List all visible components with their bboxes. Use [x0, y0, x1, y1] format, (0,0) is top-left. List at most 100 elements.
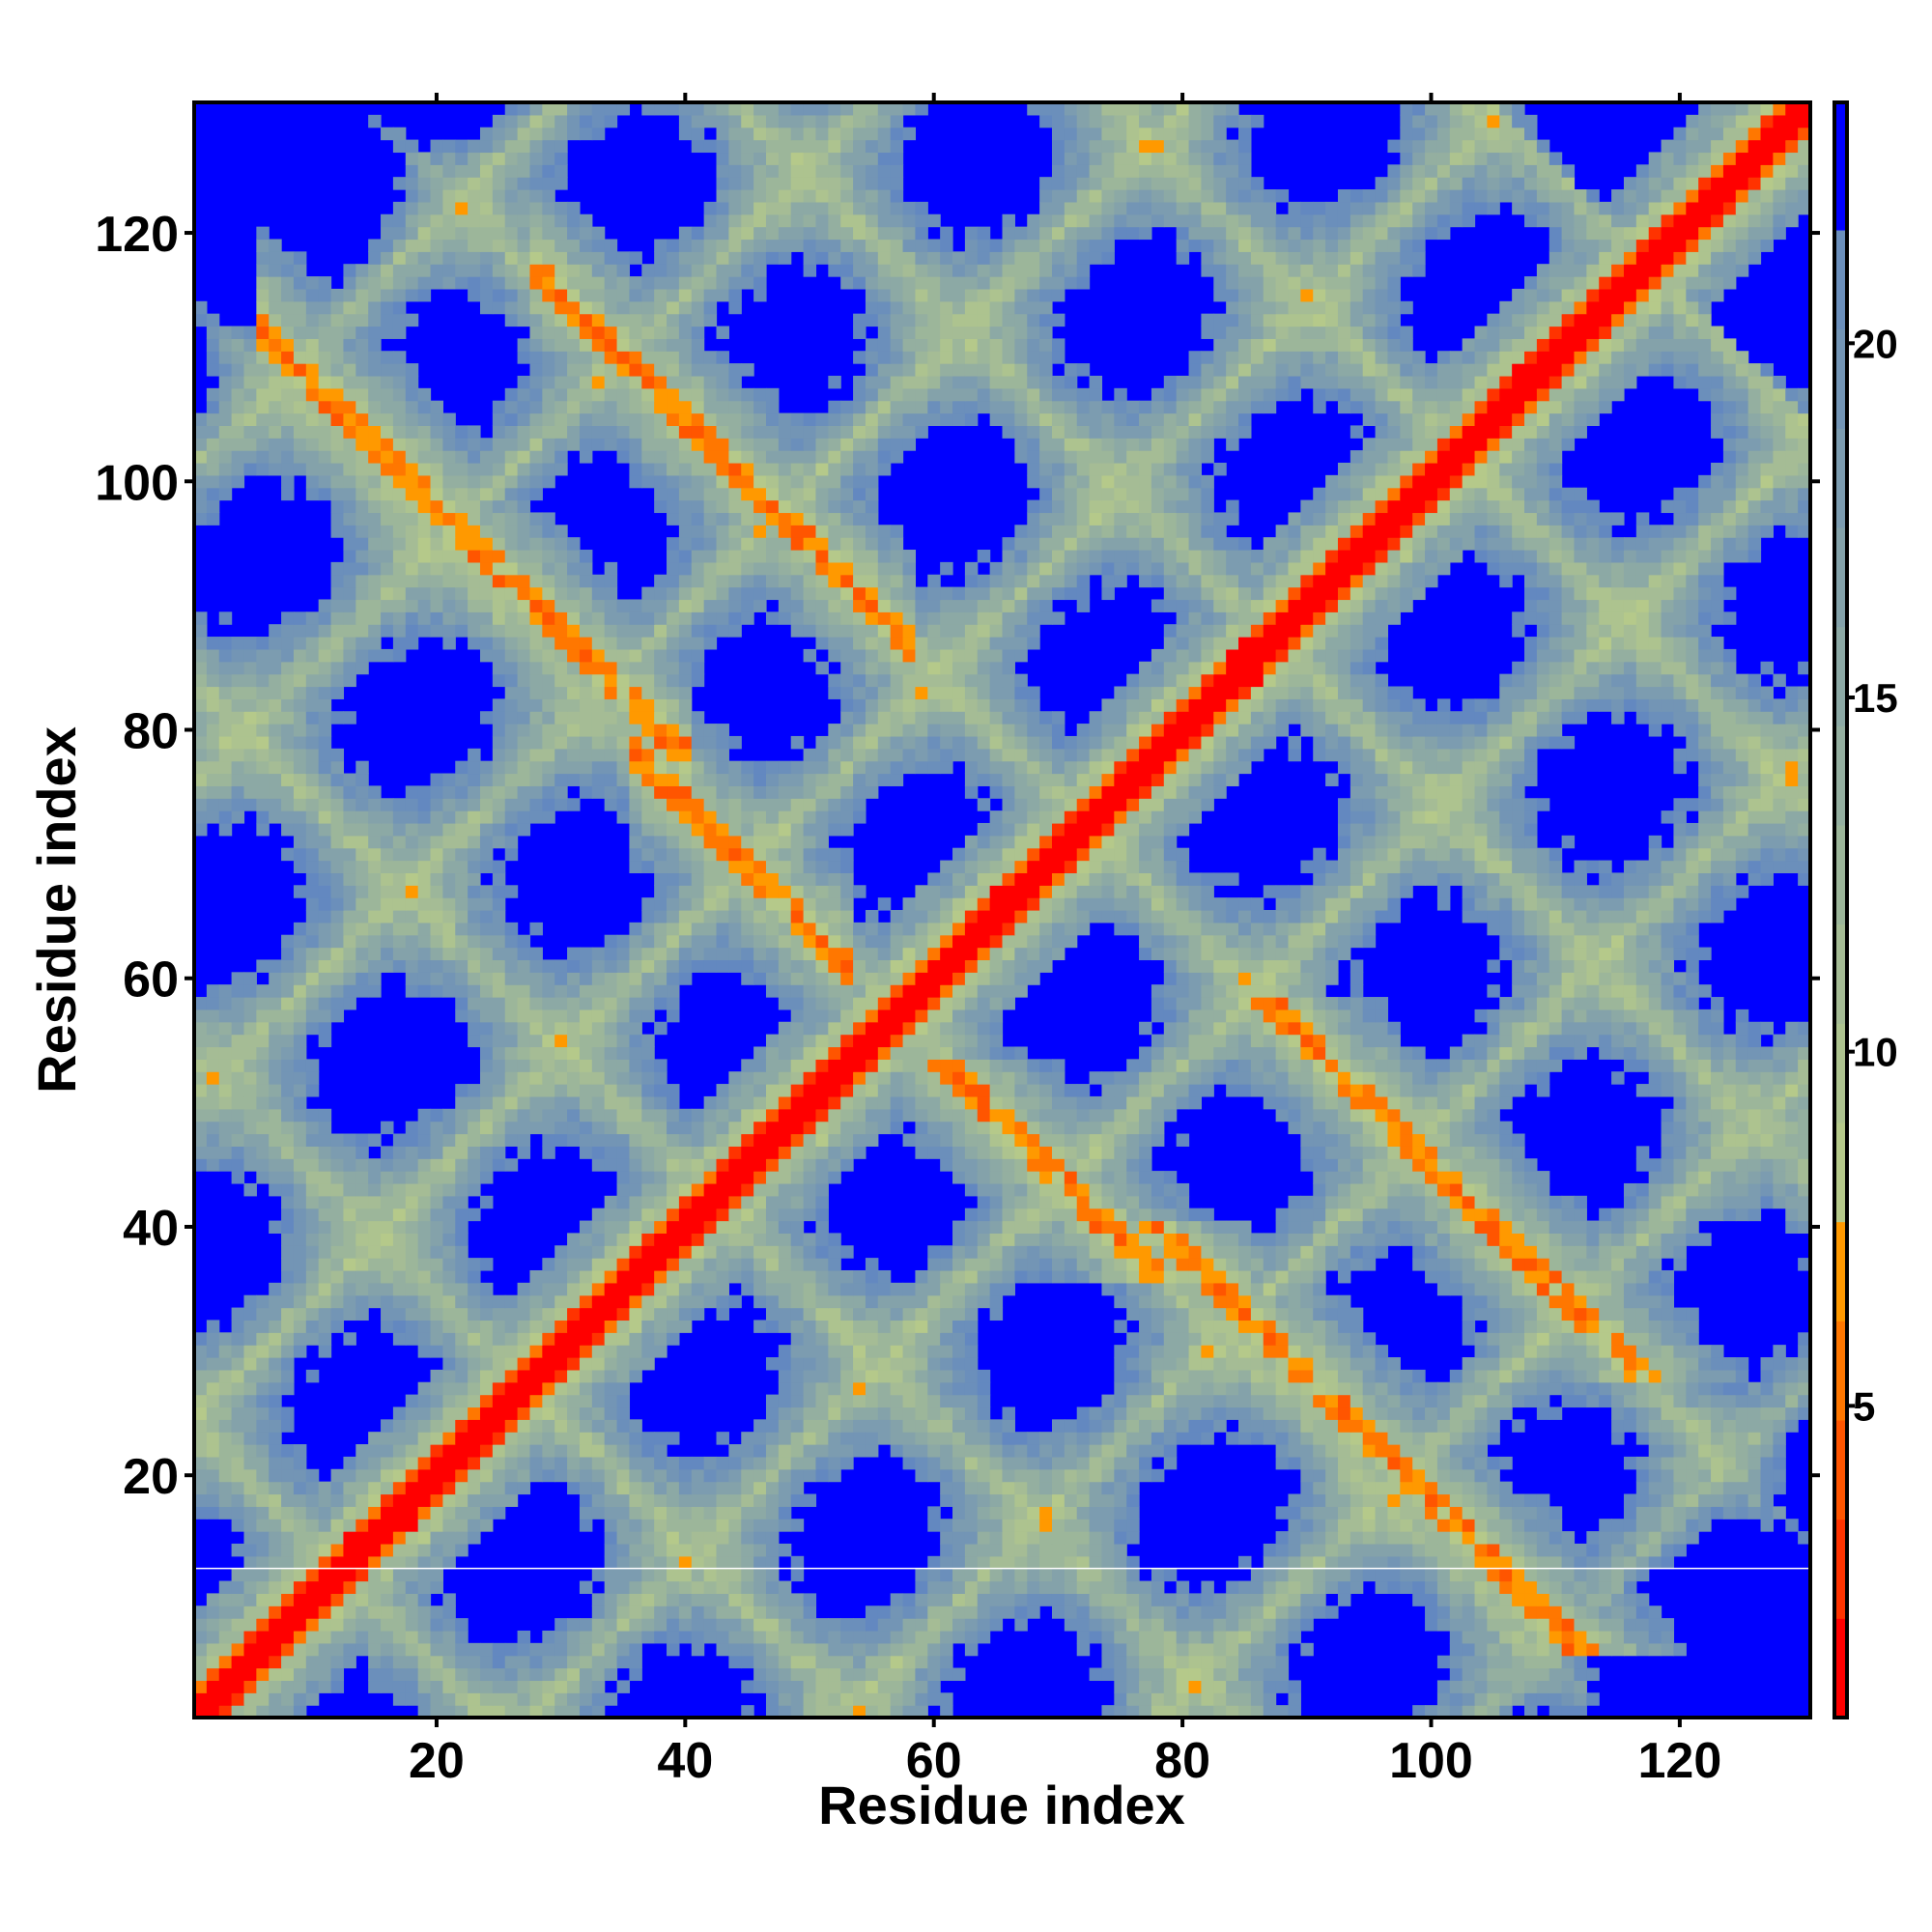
heatmap-cell	[1387, 1095, 1401, 1110]
heatmap-cell	[1387, 1158, 1401, 1172]
heatmap-cell	[305, 1568, 320, 1582]
heatmap-cell	[765, 1519, 780, 1532]
heatmap-cell	[442, 1605, 456, 1619]
heatmap-cell	[877, 1307, 892, 1321]
heatmap-cell	[243, 1332, 257, 1346]
heatmap-cell	[1139, 1294, 1152, 1309]
heatmap-cell	[1288, 1580, 1301, 1594]
heatmap-cell	[1499, 1245, 1513, 1259]
heatmap-cell	[728, 1233, 742, 1246]
heatmap-cell	[330, 1655, 345, 1669]
heatmap-cell	[840, 1108, 854, 1122]
heatmap-cell	[927, 1294, 941, 1309]
heatmap-cell	[504, 1369, 519, 1383]
heatmap-cell	[1300, 1531, 1314, 1545]
heatmap-cell	[1661, 1233, 1675, 1246]
heatmap-cell	[765, 1493, 780, 1507]
heatmap-cell	[468, 1406, 481, 1420]
heatmap-cell	[1375, 1493, 1389, 1507]
heatmap-cell	[1400, 1580, 1413, 1594]
heatmap-cell	[455, 1493, 469, 1507]
heatmap-cell	[1126, 1605, 1140, 1619]
heatmap-cell	[305, 1233, 320, 1246]
heatmap-cell	[940, 1269, 953, 1284]
heatmap-cell	[1114, 1543, 1127, 1557]
heatmap-cell	[1114, 1655, 1127, 1669]
heatmap-cell	[828, 1233, 841, 1246]
heatmap-cell	[1661, 1071, 1675, 1085]
heatmap-cell	[1722, 1182, 1737, 1197]
heatmap-cell	[392, 1506, 407, 1520]
heatmap-cell	[1536, 1506, 1550, 1520]
heatmap-cell	[430, 1195, 443, 1209]
heatmap-cell	[318, 1642, 332, 1657]
heatmap-cell	[716, 1307, 729, 1321]
heatmap-cell	[1611, 1605, 1625, 1619]
heatmap-cell	[1101, 1642, 1115, 1657]
heatmap-cell	[1499, 1605, 1513, 1619]
heatmap-cell	[1300, 1444, 1314, 1458]
heatmap-cell	[629, 1369, 642, 1383]
heatmap-cell	[1002, 1406, 1015, 1420]
heatmap-cell	[654, 1121, 668, 1135]
heatmap-cell	[1487, 1108, 1500, 1122]
heatmap-cell	[1014, 1432, 1028, 1445]
heatmap-cell	[206, 1332, 220, 1346]
heatmap-cell	[940, 1406, 953, 1420]
heatmap-cell	[1263, 1593, 1277, 1606]
heatmap-cell	[616, 1307, 631, 1321]
heatmap-cell	[1201, 1046, 1214, 1060]
heatmap-cell	[343, 1593, 356, 1606]
heatmap-cell	[1436, 1456, 1451, 1470]
heatmap-cell	[1250, 1618, 1264, 1632]
heatmap-cell	[231, 1444, 245, 1458]
heatmap-cell	[1474, 1667, 1488, 1682]
heatmap-cell	[1673, 1245, 1687, 1259]
heatmap-cell	[1499, 1320, 1513, 1333]
heatmap-cell	[381, 1506, 394, 1520]
heatmap-cell	[778, 1667, 792, 1682]
heatmap-cell	[667, 1543, 680, 1557]
heatmap-cell	[455, 1468, 469, 1483]
heatmap-cell	[1213, 1667, 1227, 1682]
heatmap-cell	[1163, 1320, 1178, 1333]
heatmap-cell	[1325, 1059, 1339, 1072]
heatmap-cell	[243, 1618, 257, 1632]
heatmap-cell	[554, 1307, 568, 1321]
heatmap-cell	[1238, 1245, 1252, 1259]
heatmap-cell	[218, 1642, 233, 1657]
heatmap-cell	[1436, 1233, 1451, 1246]
heatmap-cell	[479, 1121, 494, 1135]
heatmap-cell	[1561, 1195, 1576, 1209]
heatmap-cell	[952, 1357, 966, 1371]
heatmap-cell	[517, 1456, 531, 1470]
heatmap-cell	[1686, 1095, 1699, 1110]
heatmap-cell	[1151, 1345, 1165, 1358]
heatmap-cell	[915, 1095, 928, 1110]
heatmap-cell	[691, 1269, 705, 1284]
heatmap-cell	[1126, 1580, 1140, 1594]
heatmap-cell	[305, 1655, 320, 1669]
heatmap-cell	[430, 1381, 443, 1396]
heatmap-cell	[504, 1345, 519, 1358]
heatmap-cell	[318, 1630, 332, 1644]
heatmap-cell	[691, 1146, 705, 1159]
heatmap-cell	[1300, 1195, 1314, 1209]
heatmap-cell	[1213, 1655, 1227, 1669]
heatmap-cell	[194, 1071, 208, 1085]
heatmap-cell	[1648, 1269, 1662, 1284]
heatmap-cell	[231, 1320, 245, 1333]
heatmap-cell	[293, 1220, 307, 1234]
heatmap-cell	[1611, 1630, 1625, 1644]
heatmap-cell	[1213, 1630, 1227, 1644]
heatmap-cell	[430, 1506, 443, 1520]
heatmap-cell	[343, 1245, 356, 1259]
heatmap-cell	[902, 1432, 917, 1445]
heatmap-cell	[1548, 1667, 1563, 1682]
heatmap-cell	[1536, 1220, 1550, 1234]
heatmap-cell	[479, 1519, 494, 1532]
heatmap-cell	[1126, 1108, 1140, 1122]
heatmap-cell	[828, 1432, 841, 1445]
heatmap-cell	[691, 1182, 705, 1197]
heatmap-cell	[1300, 1456, 1314, 1470]
